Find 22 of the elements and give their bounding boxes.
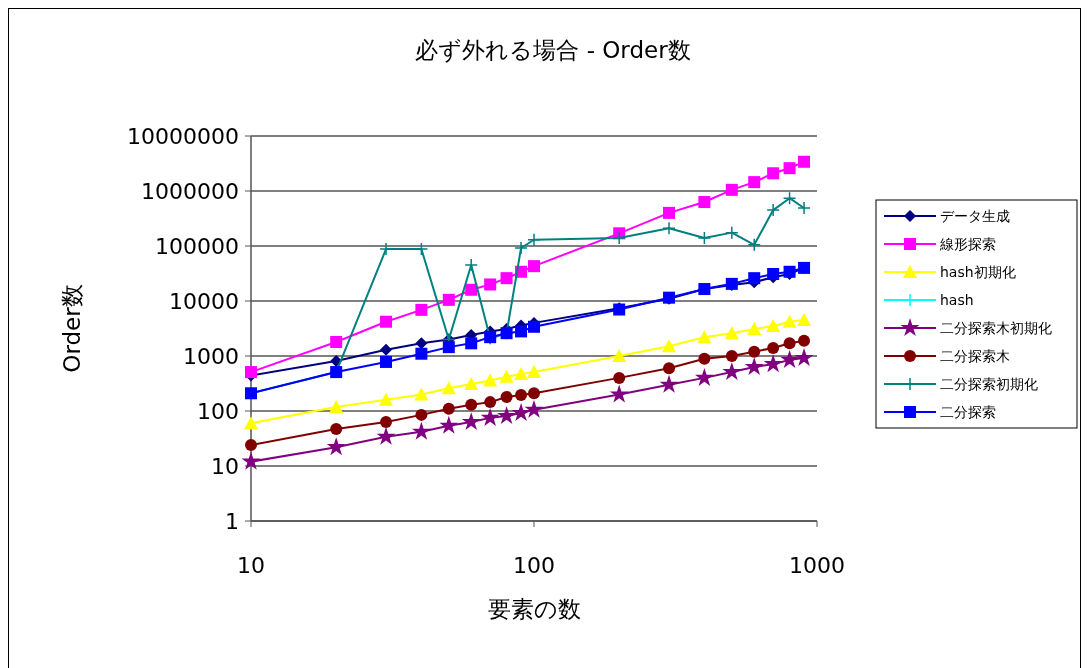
y-tick-label: 10 (211, 453, 239, 479)
chart-title: 必ず外れる場合 - Order数 (415, 37, 691, 63)
y-tick-label: 100000 (155, 233, 239, 259)
x-axis-title: 要素の数 (487, 596, 581, 622)
y-tick-label: 100 (197, 398, 239, 424)
legend-label: データ生成 (940, 207, 1010, 224)
y-tick-label: 10000000 (127, 123, 239, 149)
legend-label: 二分探索 (940, 403, 996, 420)
y-tick-label: 1000 (183, 343, 239, 369)
y-tick-label: 1000000 (141, 178, 239, 204)
legend-label: 線形探索 (939, 235, 996, 252)
legend-label: 二分探索木 (940, 347, 1010, 364)
y-tick-label: 10000 (169, 288, 239, 314)
x-tick-label: 100 (513, 553, 555, 578)
legend-label: 二分探索初期化 (940, 375, 1038, 392)
legend-label: hash (940, 291, 974, 308)
legend-label: hash初期化 (940, 263, 1016, 280)
x-tick-label: 10 (237, 553, 265, 578)
y-tick-label: 1 (225, 508, 239, 534)
y-axis-title: Order数 (59, 284, 85, 373)
x-tick-label: 1000 (789, 553, 845, 578)
legend-label: 二分探索木初期化 (940, 319, 1052, 336)
